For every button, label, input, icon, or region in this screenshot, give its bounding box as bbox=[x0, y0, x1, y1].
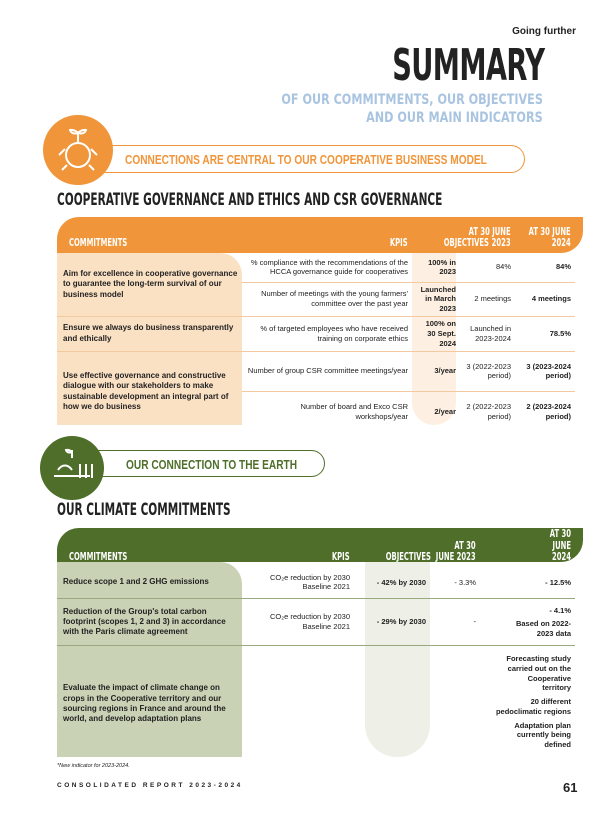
kpi-line: CO₂e reduction by 2030 bbox=[269, 572, 350, 582]
kpi: CO₂e reduction by 2030 Baseline 2021 bbox=[242, 599, 354, 646]
header-commitments: COMMITMENTS bbox=[69, 236, 128, 249]
climate-table: COMMITMENTS KPIS OBJECTIVES AT 30 JUNE 2… bbox=[57, 528, 575, 762]
header-2024: AT 30 JUNE 2024 bbox=[528, 224, 571, 250]
commitments-column-bg bbox=[57, 562, 242, 757]
header-commitments: COMMITMENTS bbox=[69, 549, 128, 563]
value-2023: 2 meetings bbox=[474, 294, 511, 304]
table-row: Reduction of the Group's total carbon fo… bbox=[57, 599, 575, 646]
table-row: Number of meetings with the young farmer… bbox=[57, 282, 575, 317]
commitment: Reduce scope 1 and 2 GHG emissions bbox=[63, 577, 209, 587]
objective: 100% in 2023 bbox=[428, 257, 456, 277]
value-line: - 4.1% bbox=[549, 606, 571, 616]
table-header-row: COMMITMENTS KPIS OBJECTIVES AT 30 JUNE 2… bbox=[57, 217, 575, 253]
section-label: Going further bbox=[512, 26, 576, 37]
value-line: Adaptation plan currently being defined bbox=[514, 720, 571, 750]
banner-1: CONNECTIONS ARE CENTRAL TO OUR COOPERATI… bbox=[100, 145, 525, 173]
value-2023 bbox=[430, 646, 480, 762]
header-2023: AT 30 JUNE 2023 bbox=[468, 224, 511, 250]
subtitle-line2: AND OUR MAIN INDICATORS bbox=[366, 110, 543, 126]
kpi: Number of group CSR committee meetings/y… bbox=[247, 366, 408, 376]
value-2023: 3 (2022-2023 period) bbox=[466, 361, 511, 381]
value-line: 20 different pedoclimatic regions bbox=[495, 697, 571, 716]
objective: 100% on 30 Sept. 2024 bbox=[425, 319, 456, 348]
banner-2-text: OUR CONNECTION TO THE EARTH bbox=[126, 457, 298, 472]
value-2024: 3 (2023-2024 period) bbox=[526, 361, 571, 381]
value-line: Forecasting study carried out on the Coo… bbox=[506, 654, 571, 693]
footer-report: CONSOLIDATED REPORT 2023-2024 bbox=[57, 782, 243, 789]
table-row: Reduce scope 1 and 2 GHG emissions CO₂e … bbox=[57, 567, 575, 599]
governance-table: COMMITMENTS KPIS OBJECTIVES AT 30 JUNE 2… bbox=[57, 217, 575, 431]
subtitle-line1: OF OUR COMMITMENTS, OUR OBJECTIVES bbox=[281, 92, 543, 108]
kpi: Number of meetings with the young farmer… bbox=[261, 289, 408, 309]
page-title: SUMMARY bbox=[391, 40, 545, 91]
banner-2: OUR CONNECTION TO THE EARTH bbox=[95, 450, 325, 477]
commitment: Use effective governance and constructiv… bbox=[63, 370, 229, 411]
objective: - 29% by 2030 bbox=[376, 617, 426, 627]
value-2024: 2 (2023-2024 period) bbox=[526, 401, 571, 421]
value-2024: 78.5% bbox=[549, 328, 571, 338]
table-row: Evaluate the impact of climate change on… bbox=[57, 646, 575, 762]
objective: Launched in March 2023 bbox=[420, 284, 456, 314]
header-objectives: OBJECTIVES bbox=[385, 549, 431, 563]
header-kpis: KPIS bbox=[390, 236, 408, 249]
objective bbox=[354, 646, 430, 762]
commitments-column-bg bbox=[57, 253, 242, 425]
table-row: Use effective governance and constructiv… bbox=[57, 351, 575, 411]
table-row: Number of board and Exco CSR workshops/y… bbox=[57, 391, 575, 431]
commitment: Evaluate the impact of climate change on… bbox=[63, 683, 226, 724]
value-2024: - 4.1% Based on 2022-2023 data bbox=[480, 599, 575, 646]
kpi: % of targeted employees who have receive… bbox=[260, 324, 408, 343]
kpi-line: CO₂e reduction by 2030 bbox=[269, 612, 350, 622]
value-2023: 84% bbox=[495, 262, 511, 272]
value-line: Based on 2022-2023 data bbox=[515, 618, 571, 638]
value-2024: Forecasting study carried out on the Coo… bbox=[480, 646, 575, 762]
page-number: 61 bbox=[563, 780, 578, 795]
objective: - 42% by 2030 bbox=[376, 577, 426, 587]
kpi: Number of board and Exco CSR workshops/y… bbox=[300, 401, 408, 421]
kpi bbox=[242, 646, 354, 762]
section-1-title: COOPERATIVE GOVERNANCE AND ETHICS AND CS… bbox=[57, 190, 443, 210]
hands-plant-icon bbox=[43, 115, 113, 185]
commitment: Reduction of the Group's total carbon fo… bbox=[63, 606, 226, 637]
value-2024: - 12.5% bbox=[545, 577, 571, 587]
value-2023: Launched in 2023-2024 bbox=[470, 324, 511, 343]
commitment: Ensure we always do business transparent… bbox=[63, 323, 234, 343]
objectives-column-bg bbox=[365, 562, 430, 757]
value-2024: 84% bbox=[555, 262, 571, 272]
header-2024: AT 30 JUNE 2024 bbox=[549, 527, 571, 564]
value-2023: - 3.3% bbox=[454, 577, 476, 587]
table-1-header-bg bbox=[57, 217, 583, 253]
footnote: *New indicator for 2023-2024. bbox=[57, 763, 130, 769]
value-2023: - bbox=[473, 617, 477, 627]
objective: 2/year bbox=[434, 406, 456, 416]
commitment: Aim for excellence in cooperative govern… bbox=[63, 268, 238, 299]
earth-crops-icon bbox=[40, 436, 104, 500]
banner-1-text: CONNECTIONS ARE CENTRAL TO OUR COOPERATI… bbox=[125, 152, 487, 167]
objectives-column-bg bbox=[412, 253, 456, 425]
table-2-header-bg bbox=[57, 528, 583, 562]
header-objectives: OBJECTIVES bbox=[443, 236, 489, 249]
value-2024: 4 meetings bbox=[531, 294, 571, 304]
section-2-title: OUR CLIMATE COMMITMENTS bbox=[57, 500, 231, 520]
kpi-line: Baseline 2021 bbox=[302, 582, 350, 592]
table-header-row: COMMITMENTS KPIS OBJECTIVES AT 30 JUNE 2… bbox=[57, 528, 575, 567]
table-row: Ensure we always do business transparent… bbox=[57, 316, 575, 352]
objective: 3/year bbox=[434, 366, 456, 376]
kpi-line: Baseline 2021 bbox=[302, 622, 350, 632]
header-2023: AT 30 JUNE 2023 bbox=[436, 538, 476, 564]
table-row: Aim for excellence in cooperative govern… bbox=[57, 253, 575, 299]
value-2023: 2 (2022-2023 period) bbox=[466, 401, 511, 421]
kpi: CO₂e reduction by 2030 Baseline 2021 bbox=[242, 567, 354, 599]
kpi: % compliance with the recommendations of… bbox=[250, 257, 408, 277]
header-kpis: KPIS bbox=[332, 549, 350, 563]
